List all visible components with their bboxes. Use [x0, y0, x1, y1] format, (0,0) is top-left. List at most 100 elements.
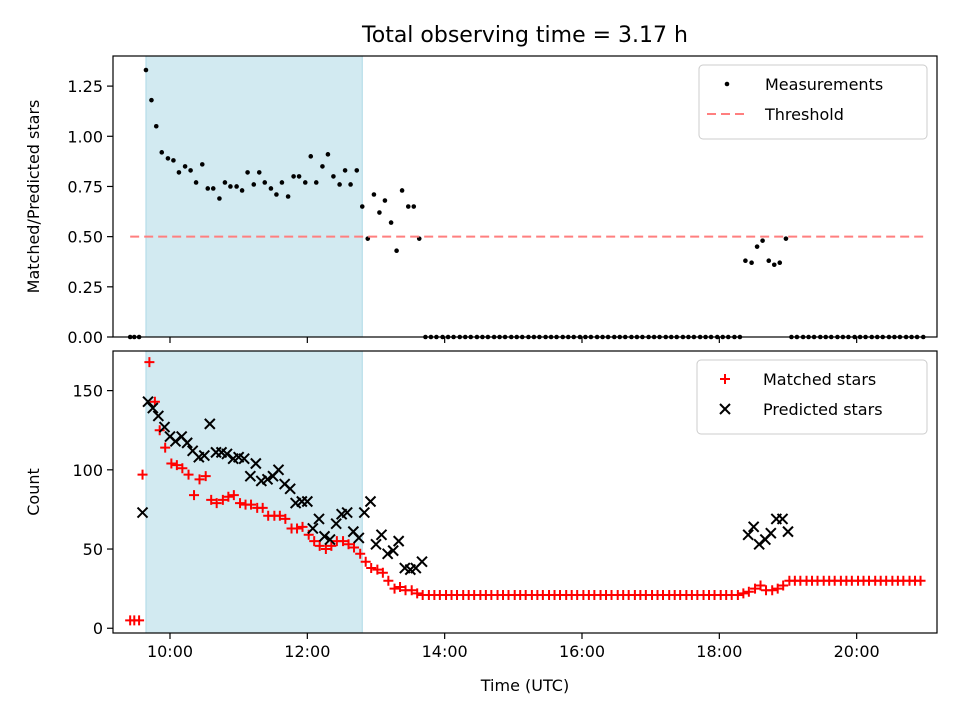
data-point [159, 150, 165, 155]
data-point [342, 168, 348, 173]
data-point [755, 580, 766, 591]
data-point [381, 548, 394, 560]
data-point [387, 544, 399, 557]
data-point [337, 182, 342, 187]
data-point [355, 548, 366, 559]
bottom-panel-star-counts: 10:00 12:00 14:00 16:00 18:00 20:00 0 50 100 150 C… [24, 350, 938, 695]
data-point [765, 527, 777, 539]
legend-box [698, 64, 928, 140]
data-point [235, 498, 246, 509]
data-point [183, 469, 194, 480]
data-point [296, 174, 302, 179]
data-point [189, 490, 200, 501]
y-tick-label: 50 [83, 540, 103, 559]
observing-span-shade [145, 55, 363, 338]
data-point [171, 460, 182, 471]
data-point [314, 540, 325, 551]
data-point [153, 123, 159, 129]
data-point [217, 196, 222, 201]
data-point [749, 260, 754, 266]
y-tick-label: 0.25 [67, 278, 103, 297]
data-point [268, 186, 274, 191]
data-point [169, 435, 182, 448]
data-point [152, 410, 165, 422]
legend-label: Measurements [765, 75, 883, 94]
data-point [743, 258, 748, 264]
data-point [188, 168, 193, 173]
data-point [261, 473, 274, 486]
data-point [137, 469, 148, 480]
data-point [134, 615, 145, 626]
data-point [228, 490, 239, 501]
data-point [284, 483, 296, 495]
data-point [360, 556, 371, 567]
legend-label: Matched stars [763, 370, 876, 389]
data-point [354, 168, 360, 173]
data-point [143, 67, 149, 73]
data-point [370, 538, 382, 550]
data-point [205, 186, 211, 191]
data-point [416, 556, 428, 568]
data-point [158, 421, 171, 433]
data-point [777, 260, 783, 266]
data-point [366, 563, 377, 574]
legend-marker-dot [724, 81, 730, 87]
data-point [198, 449, 211, 462]
data-point [412, 588, 423, 599]
data-point [754, 244, 760, 249]
x-tick-label: 18:00 [696, 642, 742, 661]
legend-box [696, 359, 928, 435]
data-point [747, 521, 760, 533]
y-tick-label: 150 [72, 382, 103, 401]
data-point [297, 521, 308, 532]
y-tick-label: 1.00 [67, 127, 103, 146]
data-point [142, 395, 154, 408]
legend-marker-plus [720, 374, 730, 384]
data-point [389, 583, 400, 594]
data-point [388, 220, 394, 225]
data-point [221, 448, 233, 460]
data-point [353, 532, 365, 544]
data-point [767, 585, 778, 596]
data-point [915, 575, 926, 586]
data-point [302, 180, 308, 185]
data-point [194, 474, 205, 485]
data-point [326, 540, 337, 551]
data-point [771, 262, 777, 268]
data-point [171, 158, 176, 163]
data-point [149, 97, 154, 103]
data-point [308, 154, 314, 159]
data-point [382, 198, 388, 203]
data-point [147, 402, 159, 414]
data-point [228, 184, 233, 189]
data-point [154, 425, 165, 436]
data-point [238, 453, 250, 465]
data-point [136, 506, 149, 519]
data-point [279, 180, 285, 185]
data-point [377, 567, 388, 578]
data-point [246, 499, 257, 510]
data-point [176, 170, 182, 175]
top-panel-matched-predicted-ratio: 0.00 0.25 0.50 0.75 1.00 1.25 Matched/Predicte… [24, 55, 938, 347]
data-point [395, 582, 406, 593]
data-point [160, 442, 171, 453]
data-point [358, 506, 371, 519]
data-point [324, 533, 336, 546]
data-point [210, 186, 216, 191]
data-point [211, 498, 222, 509]
series-predicted-stars [136, 395, 794, 576]
data-point [330, 517, 342, 530]
data-point [338, 536, 349, 547]
observing-span-shade [145, 350, 363, 634]
data-point [199, 162, 205, 167]
data-point [239, 188, 245, 193]
y-axis-label: Count [24, 468, 43, 516]
x-tick-label: 14:00 [422, 642, 468, 661]
data-point [223, 491, 234, 502]
data-point [738, 588, 749, 599]
y-tick-label: 0 [93, 619, 103, 638]
data-point [309, 536, 320, 547]
data-point [743, 586, 754, 597]
x-tick-label: 20:00 [834, 642, 880, 661]
